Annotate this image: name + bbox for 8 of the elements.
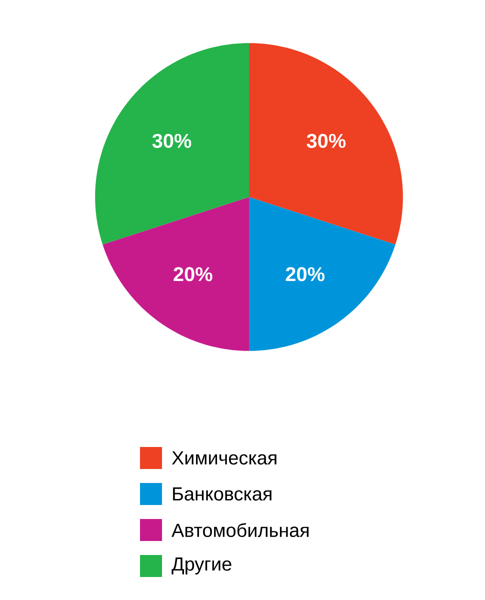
legend-label: Автомобильная — [172, 522, 309, 538]
data-label: 20% — [174, 267, 212, 282]
legend-label: Другие — [172, 558, 232, 574]
data-label: 30% — [306, 134, 346, 148]
data-label: 30% — [152, 134, 192, 148]
legend-label: Банковская — [173, 487, 272, 501]
legend-label: Химическая — [172, 451, 276, 465]
data-label: 20% — [286, 267, 324, 282]
